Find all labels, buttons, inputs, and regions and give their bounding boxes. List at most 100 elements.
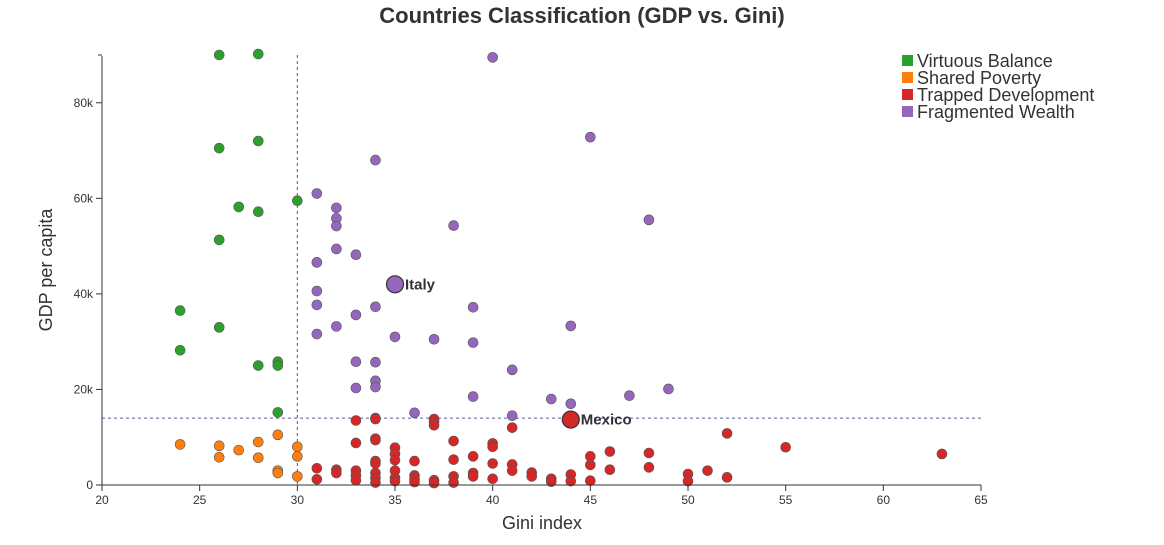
data-point [428, 333, 440, 345]
data-point [545, 476, 557, 487]
legend-item: Virtuous Balance [902, 51, 1053, 71]
series-2 [311, 412, 948, 489]
data-point [389, 454, 401, 466]
data-point [467, 451, 479, 462]
data-point [370, 154, 381, 166]
data-point [252, 360, 264, 371]
data-point [545, 393, 557, 405]
x-tick-label: 60 [877, 493, 891, 507]
series-3 [311, 52, 674, 422]
annotation-label: Italy [405, 276, 436, 293]
data-point [936, 448, 948, 460]
data-point [448, 220, 459, 231]
data-point [467, 471, 479, 482]
annotation-point [385, 275, 405, 294]
data-point [311, 285, 323, 297]
data-point [272, 467, 284, 479]
data-point [331, 202, 342, 214]
legend-label: Trapped Development [917, 85, 1094, 105]
series-1 [174, 429, 303, 482]
data-point [702, 465, 713, 476]
data-point [213, 451, 225, 463]
data-point [252, 206, 264, 218]
legend-label: Fragmented Wealth [917, 102, 1075, 122]
data-point [448, 454, 459, 465]
series-0 [174, 48, 303, 418]
data-point [370, 381, 381, 393]
data-point [311, 462, 323, 474]
data-point [233, 444, 245, 456]
data-point [370, 301, 381, 313]
y-tick-label: 0 [86, 478, 93, 492]
data-point [350, 309, 362, 321]
x-tick-label: 50 [681, 493, 695, 507]
data-point [526, 471, 538, 482]
data-point [506, 422, 518, 433]
data-point [370, 356, 381, 368]
annotation-point [561, 410, 580, 429]
data-point [350, 474, 362, 486]
data-point [565, 320, 577, 332]
y-tick-label: 60k [74, 191, 94, 205]
data-point [370, 434, 381, 446]
legend-swatch [902, 89, 913, 100]
data-point [643, 447, 655, 459]
chart-title: Countries Classification (GDP vs. Gini) [379, 3, 784, 28]
data-point [350, 415, 362, 426]
data-point [213, 234, 225, 246]
legend-item: Shared Poverty [902, 68, 1041, 88]
data-point [506, 364, 518, 376]
annotations: Italy Mexico [385, 275, 632, 429]
data-point [350, 249, 362, 261]
data-point [409, 407, 420, 419]
data-point [174, 344, 186, 356]
data-point [487, 52, 498, 63]
data-point [585, 131, 596, 143]
x-tick-label: 65 [974, 493, 988, 507]
legend-swatch [902, 55, 913, 66]
data-point [585, 475, 596, 487]
data-point [292, 195, 303, 207]
data-point [389, 331, 401, 343]
legend-label: Shared Poverty [917, 68, 1041, 88]
data-point [643, 462, 655, 473]
data-point [331, 321, 342, 332]
data-point [448, 435, 459, 447]
x-tick-label: 35 [388, 493, 402, 507]
data-point [252, 452, 264, 464]
data-point [233, 201, 245, 213]
annotation-label: Mexico [581, 412, 632, 429]
x-axis-label: Gini index [502, 513, 582, 533]
x-tick-label: 20 [95, 493, 109, 507]
data-point [428, 419, 440, 431]
data-point [370, 458, 381, 469]
y-tick-label: 20k [74, 382, 94, 396]
data-point [311, 188, 323, 199]
data-point [721, 428, 733, 439]
data-point [409, 476, 420, 488]
data-point [350, 382, 362, 394]
data-point [585, 459, 596, 471]
data-point [487, 473, 498, 485]
data-point [487, 458, 498, 469]
data-point [252, 48, 264, 60]
data-point [331, 220, 342, 232]
data-point [292, 451, 303, 462]
data-point [624, 390, 635, 401]
data-point [643, 214, 655, 226]
data-point [272, 360, 284, 371]
data-point [370, 413, 381, 425]
data-point [213, 322, 225, 333]
x-tick-label: 40 [486, 493, 500, 507]
y-tick-label: 80k [74, 96, 94, 110]
legend-label: Virtuous Balance [917, 51, 1053, 71]
data-point [292, 471, 303, 482]
y-axis-label: GDP per capita [36, 208, 56, 332]
x-tick-label: 25 [193, 493, 207, 507]
data-point [252, 135, 264, 147]
data-point [311, 328, 323, 340]
y-axis-ticks: 0 20k 40k 60k 80k [74, 54, 102, 492]
data-point [213, 49, 225, 61]
data-point [604, 464, 616, 476]
